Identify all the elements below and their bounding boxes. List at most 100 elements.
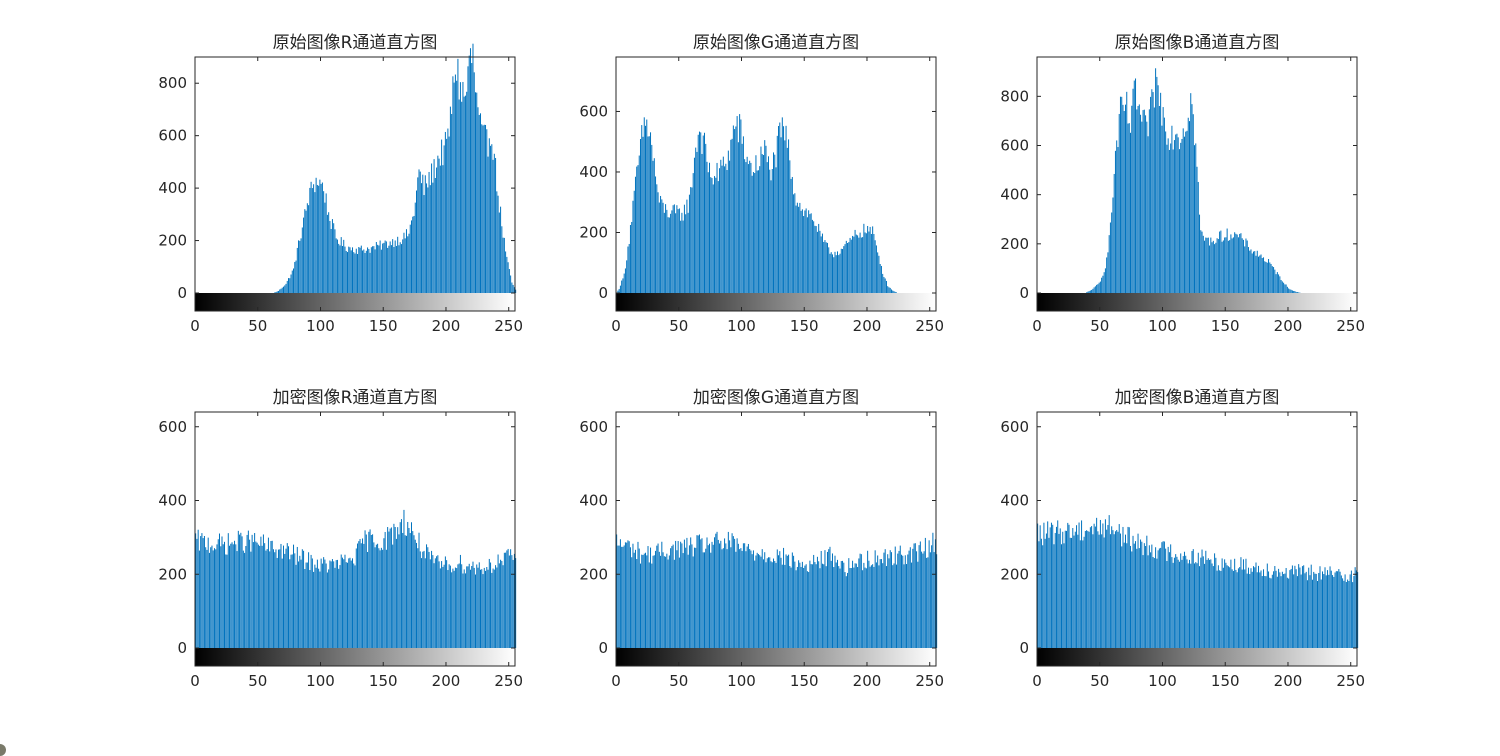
- histogram-bar: [1105, 268, 1106, 293]
- histogram-bar: [1101, 278, 1102, 293]
- histogram-bar: [866, 568, 867, 648]
- histogram-bar: [1090, 527, 1091, 648]
- histogram-bar: [676, 550, 677, 648]
- histogram-bar: [725, 164, 726, 293]
- histogram-bar: [1202, 232, 1203, 293]
- histogram-bar: [351, 561, 352, 648]
- histogram-bar: [323, 557, 324, 648]
- histogram-bar: [383, 243, 384, 293]
- histogram-bar: [333, 223, 334, 293]
- histogram-bar: [1262, 258, 1263, 293]
- histogram-bar: [877, 252, 878, 293]
- histogram-bar: [239, 535, 240, 648]
- histogram-bar: [450, 566, 451, 648]
- histogram-bar: [641, 125, 642, 293]
- histogram-bar: [1316, 574, 1317, 648]
- histogram-bar: [1151, 89, 1152, 293]
- histogram-bar: [390, 241, 391, 293]
- histogram-bar: [1194, 563, 1195, 648]
- histogram-bar: [250, 552, 251, 648]
- histogram-bar: [763, 559, 764, 648]
- histogram-bar: [496, 191, 497, 293]
- histogram-bar: [451, 114, 452, 293]
- histogram-bar: [347, 563, 348, 648]
- histogram-bar: [669, 555, 670, 648]
- histogram-bar: [427, 547, 428, 648]
- bar-series: [1037, 515, 1358, 648]
- histogram-bar: [1171, 557, 1172, 648]
- histogram-bar: [686, 200, 687, 293]
- histogram-bar: [1288, 288, 1289, 293]
- histogram-bar: [1259, 572, 1260, 648]
- histogram-bar: [1119, 524, 1120, 648]
- bar-series: [617, 114, 897, 293]
- histogram-bar: [1228, 566, 1229, 648]
- histogram-bar: [500, 207, 501, 293]
- histogram-bar: [1197, 167, 1198, 293]
- histogram-bar: [471, 63, 472, 293]
- histogram-bar: [1087, 292, 1088, 293]
- histogram-bar: [1235, 234, 1236, 293]
- histogram-bar: [788, 139, 789, 293]
- histogram-bar: [1297, 576, 1298, 648]
- histogram-bar: [434, 159, 435, 293]
- histogram-bar: [203, 538, 204, 648]
- histogram-bar: [1077, 535, 1078, 648]
- histogram-bar: [735, 126, 736, 293]
- histogram-bar: [1247, 241, 1248, 293]
- histogram-bar: [403, 510, 404, 648]
- chart-title: 原始图像B通道直方图: [1115, 33, 1280, 53]
- histogram-bar: [449, 137, 450, 293]
- histogram-bar: [1303, 565, 1304, 648]
- histogram-bar: [1163, 107, 1164, 293]
- histogram-bar: [446, 560, 447, 648]
- histogram-bar: [267, 549, 268, 648]
- x-tick-label: 200: [1274, 317, 1303, 335]
- y-tick-label: 800: [158, 74, 187, 92]
- histogram-bar: [1097, 284, 1098, 293]
- histogram-bar: [429, 172, 430, 293]
- x-tick-label: 200: [432, 317, 461, 335]
- histogram-bar: [778, 555, 779, 648]
- histogram-bar: [724, 538, 725, 648]
- histogram-bar: [1086, 530, 1087, 648]
- histogram-bar: [1208, 238, 1209, 293]
- histogram-bar: [1215, 558, 1216, 648]
- histogram-bar: [235, 544, 236, 648]
- histogram-bar: [211, 546, 212, 648]
- histogram-bar: [1170, 143, 1171, 293]
- histogram-bar: [430, 185, 431, 293]
- y-tick-label: 200: [579, 223, 608, 241]
- histogram-bar: [1171, 126, 1172, 293]
- histogram-bar: [272, 541, 273, 648]
- histogram-bar: [1227, 229, 1228, 293]
- histogram-bar: [1133, 89, 1134, 293]
- histogram-bar: [503, 565, 504, 648]
- histogram-bar: [1043, 523, 1044, 648]
- histogram-bar: [684, 205, 685, 293]
- histogram-bar: [1264, 576, 1265, 648]
- histogram-bar: [787, 148, 788, 293]
- histogram-bar: [786, 126, 787, 293]
- histogram-bar: [1084, 537, 1085, 648]
- histogram-bar: [634, 191, 635, 293]
- histogram-bar: [632, 201, 633, 293]
- histogram-bar: [439, 561, 440, 648]
- histogram-bar: [415, 540, 416, 648]
- histogram-bar: [278, 550, 279, 648]
- histogram-bar: [1308, 568, 1309, 648]
- histogram-bar: [199, 551, 200, 648]
- histogram-bar: [329, 561, 330, 649]
- histogram-bar: [1107, 525, 1108, 648]
- histogram-bar: [322, 564, 323, 648]
- histogram-bar: [696, 535, 697, 648]
- histogram-bar: [401, 244, 402, 293]
- histogram-bar: [426, 183, 427, 293]
- histogram-bar: [426, 544, 427, 648]
- histogram-bar: [337, 240, 338, 293]
- histogram-bar: [847, 573, 848, 648]
- histogram-bar: [781, 137, 782, 293]
- x-tick-label: 0: [1032, 672, 1042, 690]
